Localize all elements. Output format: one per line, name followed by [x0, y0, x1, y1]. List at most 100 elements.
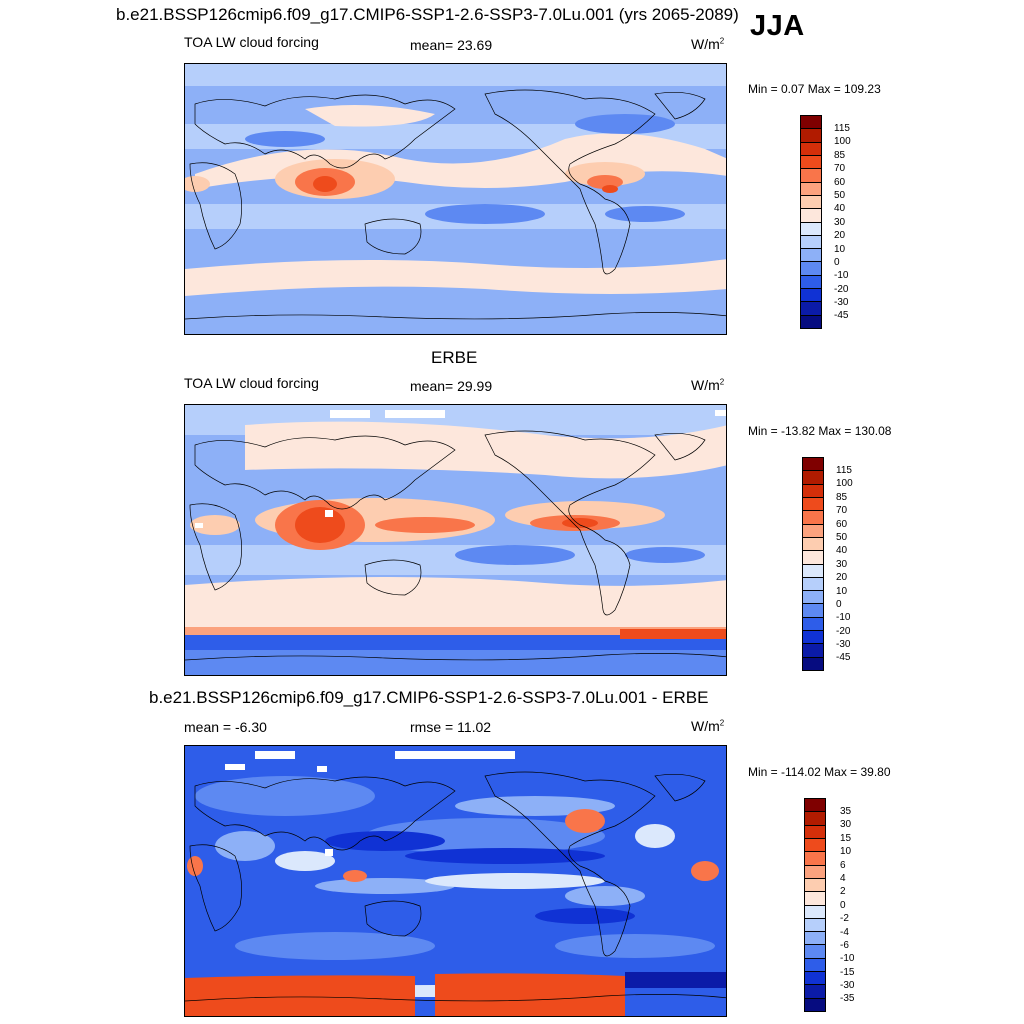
colorbar-swatch [803, 471, 823, 485]
colorbar-swatch [801, 129, 821, 143]
panel-2-map [184, 404, 727, 676]
colorbar-swatch [805, 799, 825, 813]
panel-3-units: W/m2 [691, 718, 725, 734]
colorbar-swatch [805, 905, 825, 919]
panel-2-minmax: Min = -13.82 Max = 130.08 [748, 424, 892, 438]
colorbar-swatch [801, 169, 821, 183]
colorbar-tick: 85 [834, 149, 846, 161]
colorbar-tick: -35 [840, 993, 855, 1005]
colorbar-tick: 20 [834, 230, 846, 242]
colorbar-tick: -45 [834, 310, 849, 322]
season-label: JJA [750, 10, 805, 42]
colorbar-swatch [803, 617, 823, 632]
colorbar-swatch [801, 315, 821, 328]
panel-3-rmse-label: rmse = 11.02 [410, 719, 492, 735]
colorbar-swatch [803, 564, 823, 578]
panel-3-colorbar-ticks: 35 30 15 10 6 4 2 0 -2 -4 -6 -10 -15 -30… [840, 805, 854, 1006]
colorbar-swatch [803, 591, 823, 605]
colorbar-tick: 70 [836, 505, 848, 517]
panel-3-colorbar [804, 798, 826, 1012]
panel-3-minmax: Min = -114.02 Max = 39.80 [748, 765, 891, 779]
panel-3-mean-label: mean = -6.30 [184, 719, 267, 735]
panel-2-colorbar-ticks: 115 100 85 70 60 50 40 30 20 10 0 -10 -2… [836, 464, 853, 665]
colorbar-tick: 0 [840, 899, 846, 911]
colorbar-tick: 6 [840, 859, 846, 871]
colorbar-tick: -6 [840, 939, 849, 951]
colorbar-tick: -45 [836, 652, 851, 664]
colorbar-tick: 10 [840, 846, 852, 858]
colorbar-swatch [803, 537, 823, 552]
colorbar-tick: 15 [840, 832, 852, 844]
colorbar-swatch [803, 604, 823, 618]
panel-2-colorbar [802, 457, 824, 671]
colorbar-swatch [801, 222, 821, 236]
panel-2-units: W/m2 [691, 377, 725, 393]
colorbar-tick: 85 [836, 491, 848, 503]
colorbar-swatch [805, 918, 825, 933]
colorbar-swatch [803, 484, 823, 498]
colorbar-swatch [805, 865, 825, 879]
colorbar-tick: -30 [840, 980, 855, 992]
panel-2-mean-label: mean= 29.99 [410, 378, 493, 394]
colorbar-swatch [801, 235, 821, 250]
panel-1-units: W/m2 [691, 36, 725, 52]
colorbar-swatch [803, 511, 823, 525]
colorbar-tick: 0 [836, 598, 842, 610]
colorbar-tick: 4 [840, 872, 846, 884]
colorbar-swatch [805, 838, 825, 853]
colorbar-swatch [805, 932, 825, 946]
colorbar-tick: 115 [836, 465, 852, 476]
colorbar-tick: 10 [836, 585, 848, 597]
colorbar-swatch [801, 249, 821, 263]
colorbar-swatch [805, 945, 825, 959]
colorbar-tick: -10 [840, 953, 855, 965]
colorbar-swatch [805, 985, 825, 999]
colorbar-tick: -20 [834, 283, 849, 295]
colorbar-swatch [805, 825, 825, 839]
panel-3-map [184, 745, 727, 1017]
colorbar-tick: 70 [834, 163, 846, 175]
colorbar-tick: 50 [834, 189, 846, 201]
colorbar-swatch [801, 209, 821, 223]
colorbar-swatch [801, 155, 821, 170]
colorbar-tick: 60 [836, 518, 848, 530]
panel-2-variable-label: TOA LW cloud forcing [184, 375, 319, 391]
colorbar-tick: 40 [834, 203, 846, 215]
colorbar-tick: 35 [840, 806, 852, 817]
colorbar-swatch [803, 551, 823, 565]
colorbar-tick: -4 [840, 926, 849, 938]
colorbar-swatch [805, 972, 825, 986]
panel-1-colorbar [800, 115, 822, 329]
panel-2-title: ERBE [431, 348, 478, 367]
colorbar-swatch [803, 524, 823, 538]
colorbar-swatch [801, 142, 821, 156]
colorbar-tick: 100 [836, 478, 853, 490]
colorbar-tick: -20 [836, 625, 851, 637]
colorbar-tick: -10 [836, 612, 851, 624]
colorbar-tick: -30 [836, 639, 851, 651]
panel-1-minmax: Min = 0.07 Max = 109.23 [748, 82, 881, 96]
panel-1-variable-label: TOA LW cloud forcing [184, 34, 319, 50]
colorbar-swatch [803, 497, 823, 512]
colorbar-tick: 0 [834, 256, 840, 268]
colorbar-tick: 20 [836, 572, 848, 584]
panel-1-mean-label: mean= 23.69 [410, 37, 493, 53]
colorbar-tick: 100 [834, 136, 851, 148]
colorbar-swatch [801, 289, 821, 303]
panel-1-map [184, 63, 727, 335]
colorbar-tick: -30 [834, 297, 849, 309]
colorbar-tick: 115 [834, 123, 850, 134]
colorbar-swatch [805, 998, 825, 1011]
colorbar-swatch [801, 182, 821, 196]
colorbar-tick: 2 [840, 886, 846, 898]
colorbar-tick: 40 [836, 545, 848, 557]
colorbar-swatch [805, 852, 825, 866]
panel-1-title: b.e21.BSSP126cmip6.f09_g17.CMIP6-SSP1-2.… [116, 5, 739, 24]
colorbar-swatch [805, 812, 825, 826]
colorbar-swatch [801, 195, 821, 210]
colorbar-swatch [803, 657, 823, 670]
colorbar-swatch [801, 116, 821, 130]
colorbar-swatch [805, 878, 825, 893]
colorbar-swatch [803, 577, 823, 592]
panel-3-title: b.e21.BSSP126cmip6.f09_g17.CMIP6-SSP1-2.… [149, 688, 709, 707]
